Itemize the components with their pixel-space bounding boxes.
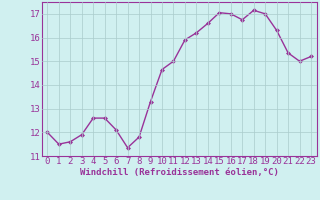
X-axis label: Windchill (Refroidissement éolien,°C): Windchill (Refroidissement éolien,°C) bbox=[80, 168, 279, 177]
